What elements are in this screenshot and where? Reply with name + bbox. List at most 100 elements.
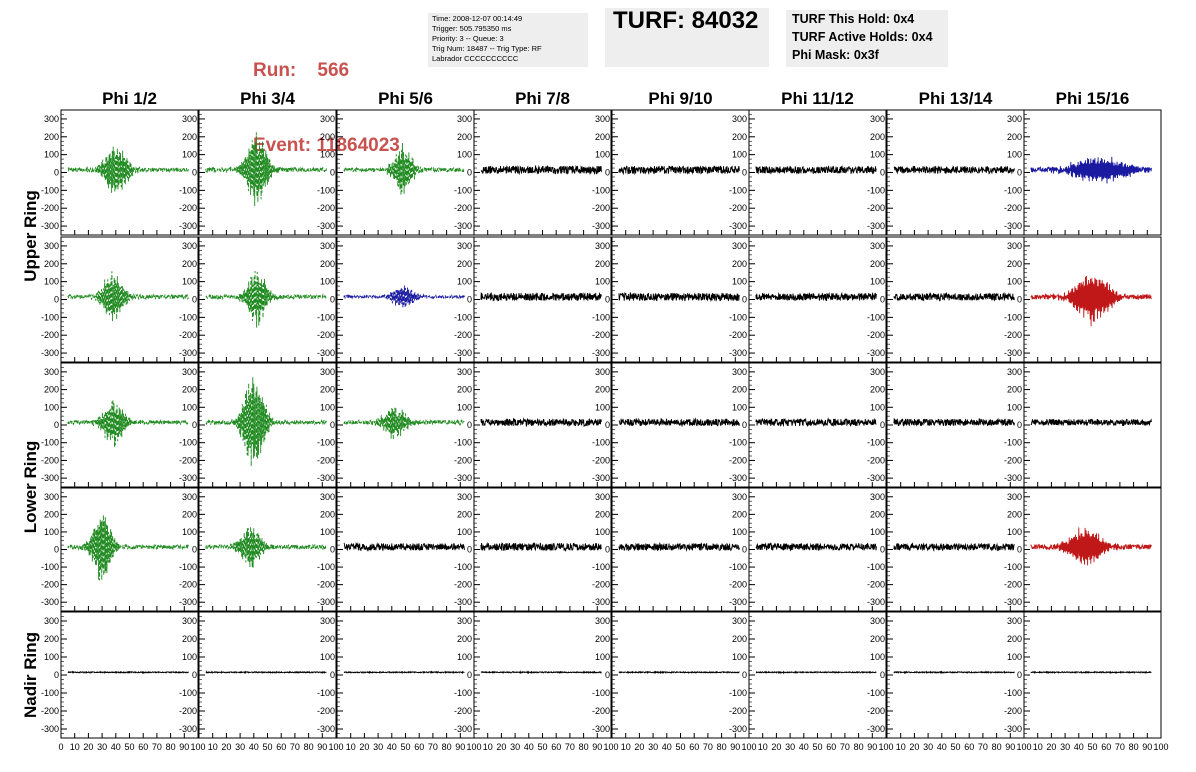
waveform-line <box>480 164 602 176</box>
waveform-line <box>480 670 602 675</box>
x-tick-label: 70 <box>703 742 713 752</box>
waveform-line <box>1030 418 1152 427</box>
column-header: Phi 15/16 <box>1056 89 1130 108</box>
y-tick-label: 200 <box>1007 385 1022 395</box>
y-tick-label: -200 <box>1004 580 1022 590</box>
y-tick-label: 0 <box>605 295 610 305</box>
waveform-line <box>205 670 327 675</box>
y-tick-label: 100 <box>457 527 472 537</box>
y-tick-label: 200 <box>320 385 335 395</box>
y-tick-label: 100 <box>1007 150 1022 160</box>
x-tick-label: 80 <box>304 742 314 752</box>
x-tick-label: 60 <box>689 742 699 752</box>
y-tick-label: -200 <box>41 203 59 213</box>
waveform-line <box>1030 670 1152 675</box>
panel-frame <box>473 611 612 739</box>
y-tick-label: -200 <box>454 203 472 213</box>
x-tick-label: 60 <box>551 742 561 752</box>
x-tick-label: 20 <box>359 742 369 752</box>
y-tick-label: 0 <box>880 420 885 430</box>
y-tick-label: 100 <box>44 277 59 287</box>
y-tick-label: 300 <box>182 616 197 626</box>
y-tick-label: -100 <box>1004 688 1022 698</box>
waveform-line <box>618 291 740 303</box>
y-tick-label: 100 <box>1007 402 1022 412</box>
y-tick-label: 200 <box>320 634 335 644</box>
x-tick-label: 20 <box>771 742 781 752</box>
y-tick-label: 300 <box>44 241 59 251</box>
y-tick-label: 200 <box>182 634 197 644</box>
y-tick-label: 200 <box>182 132 197 142</box>
y-tick-label: -100 <box>729 562 747 572</box>
x-tick-label: 100 <box>741 742 756 752</box>
waveform-line <box>893 165 1015 175</box>
x-tick-label: 30 <box>235 742 245 752</box>
x-tick-label: 50 <box>812 742 822 752</box>
x-tick-label: 60 <box>138 742 148 752</box>
waveform-line <box>480 291 602 302</box>
y-tick-label: 300 <box>457 616 472 626</box>
y-tick-label: -300 <box>317 597 335 607</box>
y-tick-label: -100 <box>317 185 335 195</box>
y-tick-label: -100 <box>1004 438 1022 448</box>
y-tick-label: -300 <box>1004 348 1022 358</box>
x-tick-label: 40 <box>937 742 947 752</box>
y-tick-label: 300 <box>182 367 197 377</box>
y-tick-label: -100 <box>592 185 610 195</box>
y-tick-label: -300 <box>454 597 472 607</box>
waveform-line <box>67 271 189 322</box>
y-tick-label: -100 <box>179 562 197 572</box>
waveform-line <box>343 142 465 196</box>
y-tick-label: -100 <box>592 312 610 322</box>
y-tick-label: 200 <box>320 259 335 269</box>
panel-frame <box>748 236 887 363</box>
waveform-line <box>343 542 465 552</box>
y-tick-label: 200 <box>457 509 472 519</box>
y-tick-label: 200 <box>44 509 59 519</box>
y-tick-label: 0 <box>54 420 59 430</box>
y-tick-label: -200 <box>317 330 335 340</box>
info-line-labrador: Labrador CCCCCCCCCC <box>432 54 519 63</box>
y-tick-label: -100 <box>729 688 747 698</box>
y-tick-label: -100 <box>454 438 472 448</box>
y-tick-label: -300 <box>729 724 747 734</box>
x-tick-label: 80 <box>1129 742 1139 752</box>
y-tick-label: -100 <box>867 312 885 322</box>
y-tick-label: -200 <box>41 330 59 340</box>
y-tick-label: 100 <box>870 402 885 412</box>
y-tick-label: -200 <box>317 706 335 716</box>
x-tick-label: 80 <box>854 742 864 752</box>
x-tick-label: 40 <box>799 742 809 752</box>
y-tick-label: 100 <box>595 402 610 412</box>
y-tick-label: -100 <box>317 312 335 322</box>
y-tick-label: 0 <box>467 670 472 680</box>
x-tick-label: 50 <box>400 742 410 752</box>
x-tick-label: 10 <box>208 742 218 752</box>
x-tick-label: 10 <box>621 742 631 752</box>
y-tick-label: -200 <box>729 455 747 465</box>
turf-text: TURF: 84032 <box>613 7 759 34</box>
y-tick-label: 100 <box>457 652 472 662</box>
y-tick-label: -300 <box>41 221 59 231</box>
y-tick-label: -200 <box>592 706 610 716</box>
waveform-line <box>893 542 1015 553</box>
column-header: Phi 11/12 <box>781 89 854 108</box>
y-tick-label: 300 <box>457 367 472 377</box>
y-tick-label: 300 <box>320 492 335 502</box>
y-tick-label: 0 <box>742 420 747 430</box>
y-tick-label: 0 <box>467 168 472 178</box>
y-tick-label: 300 <box>595 241 610 251</box>
y-tick-label: -100 <box>179 688 197 698</box>
y-tick-label: 200 <box>595 259 610 269</box>
y-tick-label: 100 <box>320 277 335 287</box>
y-tick-label: 200 <box>1007 509 1022 519</box>
x-tick-label: 100 <box>328 742 343 752</box>
y-tick-label: 0 <box>1017 670 1022 680</box>
waveform-line <box>343 407 465 441</box>
y-tick-label: 200 <box>457 634 472 644</box>
y-tick-label: 200 <box>1007 634 1022 644</box>
x-tick-label: 100 <box>1153 742 1168 752</box>
y-tick-label: 200 <box>44 259 59 269</box>
x-tick-label: 90 <box>1005 742 1015 752</box>
